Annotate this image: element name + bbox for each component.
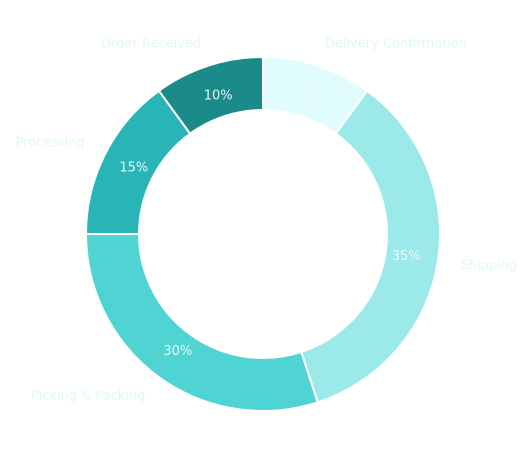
percentage-labels: 10% 35% 30% 15% 10% (119, 89, 420, 359)
percent-label-order-received: 10% (204, 89, 233, 104)
category-label-delivery-confirmation: Delivery Confirmation (325, 36, 467, 51)
slice-shipping[interactable] (300, 89, 441, 404)
percent-label-shipping: 35% (392, 249, 421, 264)
slice-order-received[interactable] (157, 55, 264, 136)
category-label-processing: Processing (15, 136, 84, 151)
percent-label-delivery-confirmation: 10% (293, 89, 322, 104)
category-label-picking-and-packing: Picking & Packing (31, 388, 145, 403)
percent-label-picking-and-packing: 30% (163, 344, 192, 359)
category-labels: Delivery Confirmation Shipping Picking & P… (15, 36, 517, 403)
category-label-order-received: Order Received (101, 36, 201, 51)
donut-slices (84, 55, 441, 412)
percent-label-processing: 15% (119, 161, 148, 176)
category-label-shipping: Shipping (461, 258, 518, 273)
slice-picking-and-packing[interactable] (84, 233, 319, 412)
